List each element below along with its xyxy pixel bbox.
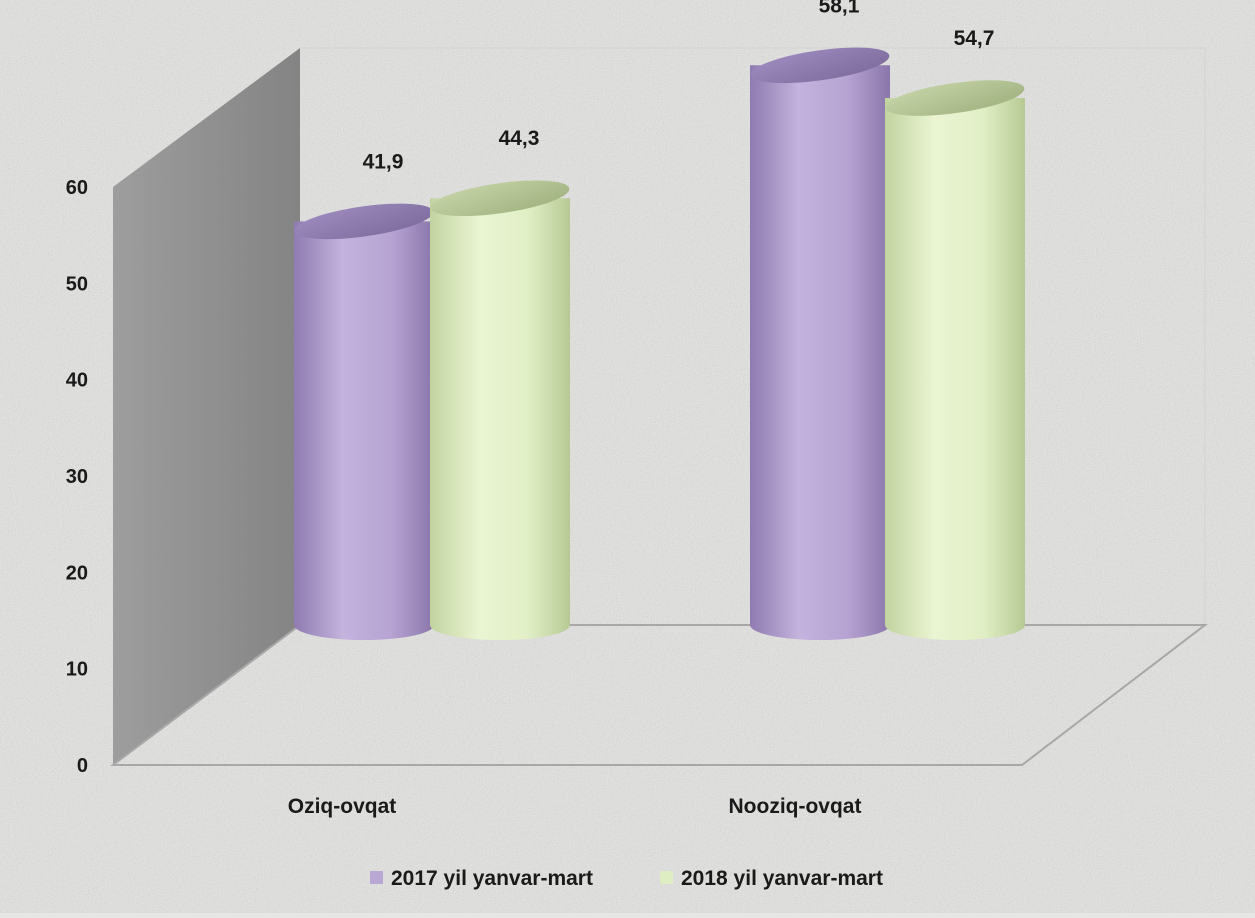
data-label: 54,7 — [954, 27, 995, 50]
cylinder-bar: 41,9 — [294, 150, 434, 640]
data-label: 41,9 — [363, 150, 404, 173]
x-axis-categories: Oziq-ovqat Nooziq-ovqat — [288, 795, 862, 818]
legend-label: 2018 yil yanvar-mart — [681, 867, 883, 890]
cylinder-body — [294, 221, 434, 640]
y-tick-label: 40 — [66, 370, 88, 392]
bars-group: 41,9 44,3 58,1 54,7 — [294, 0, 1025, 641]
y-tick-label: 50 — [66, 273, 88, 295]
cylinder-top — [885, 80, 1025, 116]
back-wall-border — [300, 47, 1206, 625]
data-label: 58,1 — [819, 0, 860, 17]
cylinder-bar: 58,1 — [750, 0, 890, 640]
cylinder-body — [430, 198, 570, 640]
y-tick-label: 0 — [77, 755, 88, 777]
legend-swatch — [660, 871, 673, 884]
x-category-label: Nooziq-ovqat — [729, 795, 862, 818]
cylinder-top — [294, 203, 434, 240]
legend: 2017 yil yanvar-mart 2018 yil yanvar-mart — [370, 867, 883, 890]
cylinder-bar: 44,3 — [430, 127, 570, 640]
legend-label: 2017 yil yanvar-mart — [391, 867, 593, 890]
data-label: 44,3 — [499, 127, 540, 150]
legend-swatch — [370, 871, 383, 884]
cylinder-body — [885, 98, 1025, 641]
cylinder-top — [750, 47, 890, 84]
side-wall — [113, 48, 300, 765]
y-tick-label: 60 — [66, 177, 88, 199]
cylinder-top — [430, 180, 570, 217]
y-axis: 0 10 20 30 40 50 60 — [66, 177, 88, 777]
cylinder-body — [750, 65, 890, 640]
x-category-label: Oziq-ovqat — [288, 795, 397, 818]
y-tick-label: 30 — [66, 466, 88, 488]
y-tick-label: 20 — [66, 562, 88, 584]
cylinder-bar: 54,7 — [885, 27, 1025, 641]
y-tick-label: 10 — [66, 659, 88, 681]
